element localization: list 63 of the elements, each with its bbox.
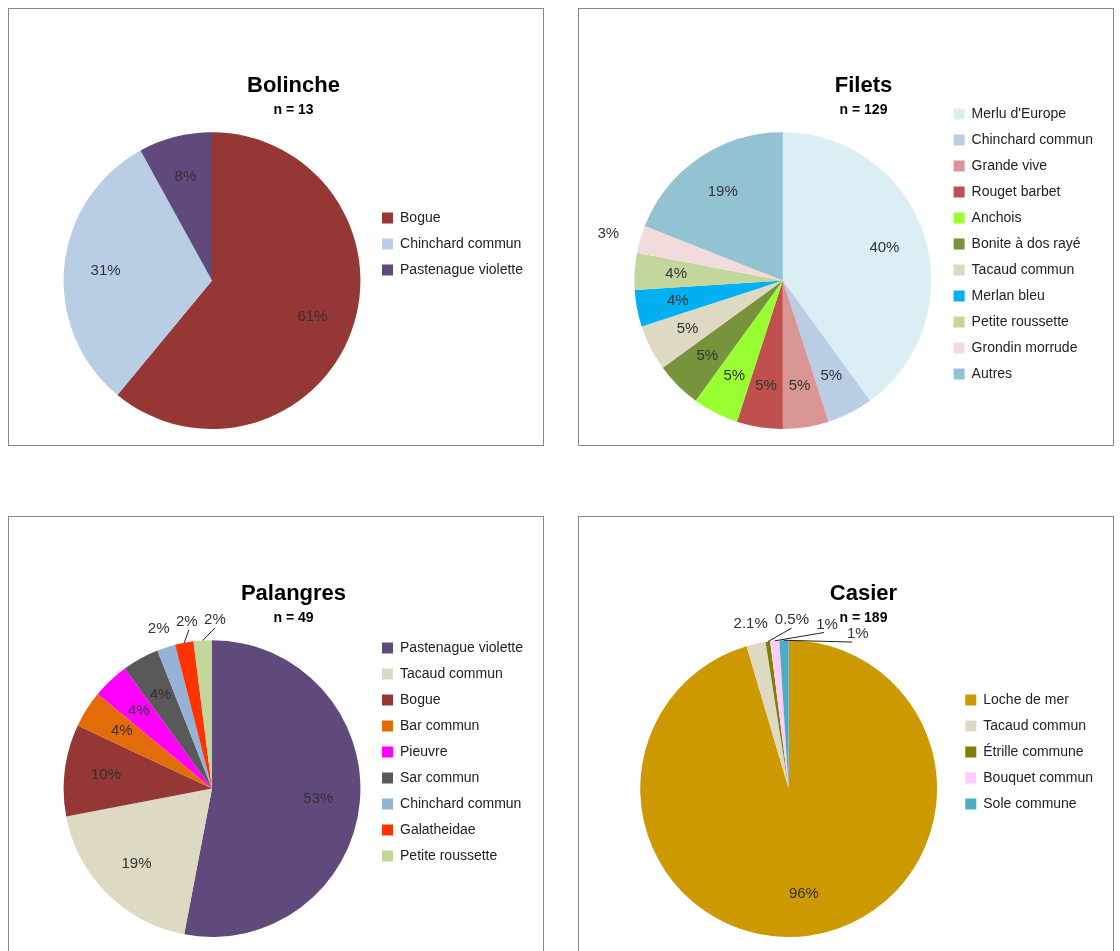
data-label: 3% [597,223,620,241]
legend-label: Bar commun [400,716,480,733]
data-label: 5% [755,376,777,394]
legend-label: Bogue [400,690,441,707]
legend-label: Anchois [971,208,1022,225]
legend-label: Sar commun [400,768,480,785]
data-label: 4% [128,700,150,718]
data-label: 53% [303,788,334,806]
legend-label: Petite roussette [400,846,498,863]
legend-label: Bonite à dos rayé [971,234,1081,251]
data-label: 4% [665,264,688,282]
data-label: 8% [174,167,197,185]
chart-subtitle: n = 129 [839,100,888,117]
legend-label: Merlan bleu [971,286,1045,303]
data-label: 2% [147,618,170,636]
legend-label: Grande vive [971,156,1048,173]
data-label: 61% [297,306,328,324]
legend-label: Étrille commune [983,742,1084,759]
data-label: 4% [667,290,689,308]
data-label: 31% [90,260,121,278]
chart-subtitle: n = 189 [839,608,888,625]
data-label: 19% [121,854,152,872]
chart-title: Bolinche [247,72,340,98]
data-label: 2% [175,612,198,630]
legend-label: Chinchard commun [971,130,1093,147]
legend-label: Pieuvre [400,742,448,759]
data-label: 4% [110,721,133,739]
legend-label: Bogue [400,208,441,225]
legend-label: Tacaud commun [971,260,1075,277]
chart-subtitle: n = 13 [273,100,314,117]
data-label: 5% [723,365,746,383]
data-label: 5% [676,319,699,337]
data-label: 40% [869,237,900,255]
legend-label: Merlu d'Europe [971,104,1067,121]
legend-label: Loche de mer [983,690,1070,707]
legend-label: Chinchard commun [400,234,522,251]
legend-label: Grondin morrude [971,338,1078,355]
legend-label: Chinchard commun [400,794,522,811]
chart-title: Filets [834,72,893,98]
legend-label: Pastenague violette [400,638,524,655]
data-label: 5% [696,346,719,364]
data-label: 19% [707,182,738,200]
legend-label: Tacaud commun [400,664,503,681]
data-label: 5% [820,365,843,383]
chart-title: Casier [829,580,898,606]
data-label: 2.1% [733,614,768,632]
legend-label: Bouquet commun [983,768,1093,785]
data-label: 2% [204,610,226,628]
chart-title: Palangres [240,580,347,606]
data-label: 96% [788,884,819,902]
chart-subtitle: n = 49 [273,608,314,625]
legend-label: Tacaud commun [983,716,1086,733]
data-label: 1% [816,614,838,632]
legend-label: Galatheidae [400,820,476,837]
data-label: 10% [90,765,122,783]
legend-label: Petite roussette [971,312,1070,329]
legend-label: Pastenague violette [400,260,524,277]
legend-label: Rouget barbet [971,182,1061,199]
legend-label: Sole commune [983,794,1077,811]
legend-label: Autres [971,364,1013,381]
data-label: 0.5% [774,610,810,628]
data-label: 1% [846,624,869,642]
data-label: 5% [788,376,811,394]
